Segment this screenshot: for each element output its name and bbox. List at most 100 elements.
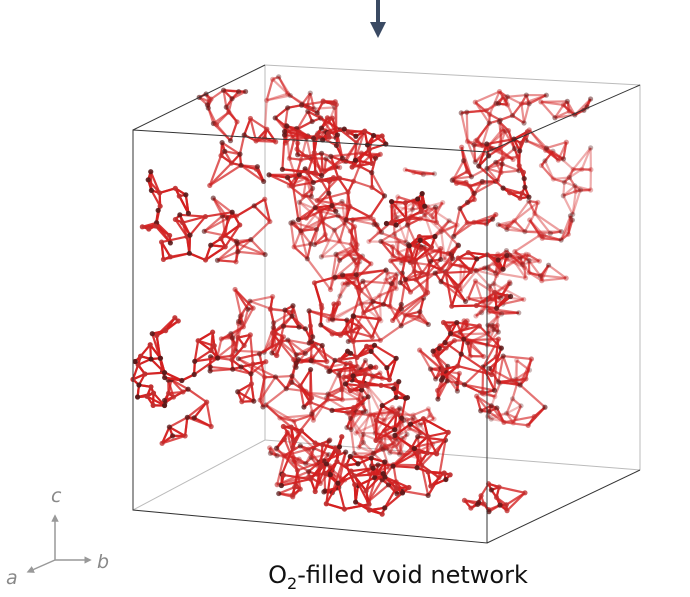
atom [521,264,527,270]
bond [348,253,358,266]
bond [383,487,398,509]
atom [505,128,512,134]
bond [372,445,387,455]
atom [339,434,345,440]
atom [218,152,224,159]
atom [177,212,183,218]
bond [398,407,402,410]
atom [238,364,244,370]
bond [348,253,356,261]
atom [520,261,526,267]
atom [296,172,302,178]
bond [306,104,315,110]
bond [404,168,424,176]
bond [265,404,295,423]
atom [296,324,302,330]
atom [319,442,326,448]
atom [523,376,529,382]
bond [495,269,503,277]
bond [389,451,403,456]
atom [418,208,424,214]
atom [222,148,228,154]
atom [229,357,235,363]
bond [550,230,562,235]
bond [362,414,370,435]
bond [289,222,296,248]
atom [371,412,377,418]
bond [374,420,378,441]
atom [285,91,291,97]
bond [528,94,547,105]
atom [347,453,353,460]
bond [498,223,508,227]
atom [348,328,354,334]
atom [370,132,377,139]
atom [443,345,449,351]
bond [527,253,540,263]
caption-rest: -filled void network [297,561,528,589]
atom [379,511,385,517]
atom [488,403,494,409]
atom [325,391,331,397]
atom [484,141,490,147]
atom [324,115,331,121]
atom [248,371,254,377]
atom [503,247,510,254]
bond [539,275,543,281]
atom [324,237,330,243]
atom [274,453,280,459]
bond [503,354,532,361]
bond [475,311,483,317]
bond [378,440,388,450]
bond [492,275,498,285]
bond [320,240,341,258]
atom [322,470,328,477]
bond [411,199,418,210]
bond [238,134,246,155]
atom [329,115,335,121]
atom [208,347,214,354]
bond [563,176,571,184]
atom [493,159,499,165]
atom [354,242,360,248]
bond [560,233,569,241]
atom [552,115,558,121]
caption: O2-filled void network [268,561,528,593]
bond [349,253,363,258]
atom [279,166,286,172]
bond [489,282,495,288]
bond [514,234,541,253]
atom [523,92,529,98]
atom [472,278,479,284]
atom [369,334,375,340]
atom [309,412,316,418]
bond [498,223,508,227]
bond [488,91,501,115]
bond [540,164,555,180]
atom [476,163,482,169]
atom [158,239,165,245]
atom [389,219,395,225]
atom [420,171,426,178]
bond [506,228,526,233]
atom [277,415,283,421]
atom [326,178,333,185]
atom [438,279,444,285]
atom [486,365,493,372]
bond [345,412,365,444]
atom [250,361,256,367]
atom [587,96,594,102]
atom [210,329,216,335]
bond [193,416,212,428]
bond [553,177,565,184]
bond [412,417,422,436]
atom [504,94,510,100]
atom [455,255,461,261]
bond [493,324,499,331]
atom [324,395,330,401]
atom [264,97,270,103]
bond [540,164,555,180]
atom [493,211,499,218]
atom [376,316,382,322]
atom [324,397,330,403]
